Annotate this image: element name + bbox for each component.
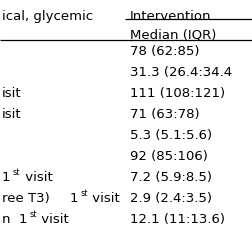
Text: st: st [29,210,37,219]
Text: 71 (63:78): 71 (63:78) [130,108,200,121]
Text: n: n [2,213,15,226]
Text: 5.3 (5.1:5.6): 5.3 (5.1:5.6) [130,129,212,142]
Text: 111 (108:121): 111 (108:121) [130,87,225,100]
Text: visit: visit [88,192,120,205]
Text: 1: 1 [18,213,27,226]
Text: Median (IQR): Median (IQR) [130,28,216,41]
Text: 92 (85:106): 92 (85:106) [130,150,208,163]
Text: visit: visit [21,171,53,184]
Text: isit: isit [2,108,22,121]
Text: Intervention: Intervention [130,10,211,23]
Text: st: st [13,168,20,177]
Text: 2.9 (2.4:3.5): 2.9 (2.4:3.5) [130,192,212,205]
Text: ical, glycemic: ical, glycemic [2,10,93,23]
Text: 1: 1 [69,192,78,205]
Text: 1: 1 [2,171,11,184]
Text: st: st [80,189,87,198]
Text: ree T3): ree T3) [2,192,54,205]
Text: 78 (62:85): 78 (62:85) [130,45,200,58]
Text: visit: visit [37,213,69,226]
Text: 31.3 (26.4:34.4: 31.3 (26.4:34.4 [130,66,232,79]
Text: 7.2 (5.9:8.5): 7.2 (5.9:8.5) [130,171,212,184]
Text: 12.1 (11:13.6): 12.1 (11:13.6) [130,213,225,226]
Text: isit: isit [2,87,22,100]
